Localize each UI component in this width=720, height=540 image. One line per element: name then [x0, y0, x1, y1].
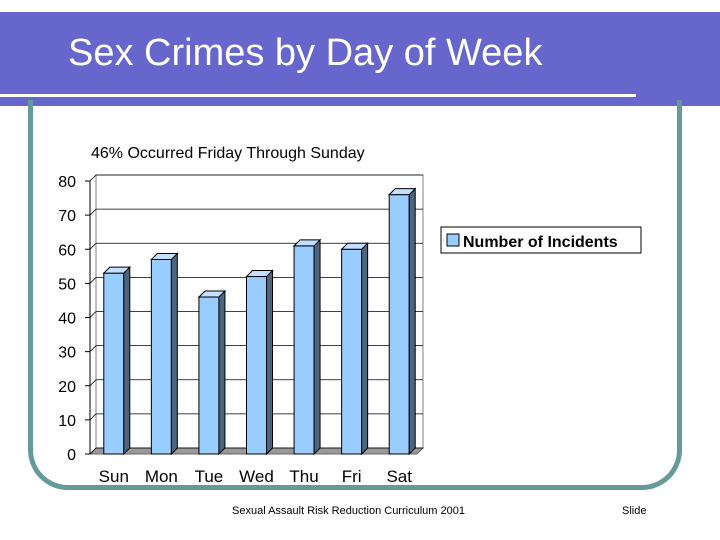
bar-top [388, 188, 417, 196]
y-tick-label: 40 [58, 311, 76, 328]
bar [388, 194, 410, 455]
y-tick-label: 80 [58, 174, 76, 191]
y-tick-label: 20 [58, 379, 76, 396]
y-tick-label: 30 [58, 345, 76, 362]
title-bar [0, 12, 720, 106]
legend-swatch [446, 233, 460, 247]
gridline-depth [89, 311, 97, 318]
bar-top [102, 266, 131, 274]
bar-top [197, 290, 227, 298]
bar-top [340, 242, 369, 250]
footer-text: Sexual Assault Risk Reduction Curriculum… [232, 505, 465, 517]
x-tick-label: Mon [145, 467, 178, 486]
legend-box [440, 226, 642, 254]
gridline-depth [89, 345, 97, 352]
x-tick-label: Fri [342, 467, 362, 486]
y-tick-label: 70 [58, 208, 76, 225]
y-tick-label: 60 [58, 242, 76, 259]
bar [198, 296, 220, 455]
y-tick-label: 50 [58, 276, 76, 293]
slide-label: Slide [622, 505, 647, 517]
bar-side [123, 265, 131, 456]
title-underline [0, 94, 636, 97]
title-bar-edge [662, 12, 720, 106]
slide-frame [28, 100, 682, 490]
bar-side [361, 242, 369, 456]
y-tick-label: 10 [58, 413, 76, 430]
x-tick-label: Wed [239, 467, 274, 486]
x-tick-label: Thu [289, 467, 318, 486]
gridline-depth [89, 379, 97, 387]
bar-top [292, 239, 322, 247]
bar [246, 276, 267, 455]
bar [341, 248, 363, 455]
gridline-depth [89, 208, 97, 216]
gridline-depth [89, 277, 97, 284]
bar-side [313, 238, 321, 456]
gridline-depth [89, 174, 97, 182]
gridline-depth [89, 413, 97, 421]
bar-side [218, 289, 226, 456]
gridline-depth [89, 447, 97, 455]
bar-side [170, 252, 178, 456]
bar [150, 258, 172, 455]
bar-side [408, 187, 416, 456]
gridline-depth [89, 242, 97, 250]
bar-side [266, 269, 273, 456]
slide-title: Sex Crimes by Day of Week [68, 32, 543, 74]
bar-top [150, 252, 179, 260]
x-tick-label: Sat [386, 467, 412, 486]
legend-label: Number of Incidents [463, 234, 618, 251]
x-tick-label: Tue [195, 467, 224, 486]
bar [293, 245, 315, 455]
chart-title: 46% Occurred Friday Through Sunday [91, 145, 365, 162]
bar [103, 272, 125, 455]
x-tick-label: Sun [99, 467, 129, 486]
y-tick-label: 0 [67, 447, 76, 464]
bar-top [245, 270, 274, 278]
